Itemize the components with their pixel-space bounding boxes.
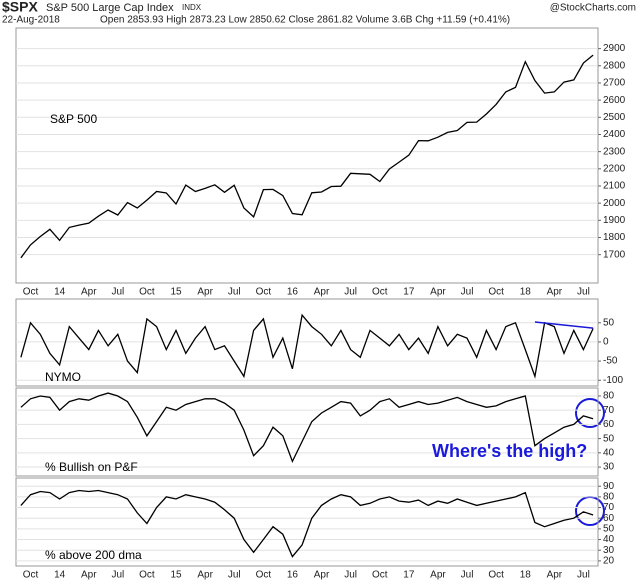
panel-label: S&P 500: [50, 112, 97, 126]
panel-label: % above 200 dma: [45, 548, 142, 562]
x-tick-label: Apr: [547, 287, 563, 298]
x-tick-label: Oct: [488, 287, 504, 298]
y-tick-label: 2500: [603, 112, 626, 123]
x-tick-label: Jul: [461, 570, 474, 581]
y-tick-label: 2800: [603, 60, 626, 71]
x-tick-label: Apr: [197, 287, 213, 298]
x-tick-label: 17: [403, 287, 415, 298]
y-tick-label: 2300: [603, 146, 626, 157]
x-tick-label: 14: [54, 570, 66, 581]
x-tick-label: Jul: [111, 287, 124, 298]
y-tick-label: 2200: [603, 163, 626, 174]
x-tick-label: Apr: [81, 287, 97, 298]
annotation: Where's the high?: [432, 441, 587, 461]
x-tick-label: Jul: [344, 570, 357, 581]
y-tick-label: 80: [603, 391, 615, 402]
highlight-circle: [575, 398, 605, 428]
y-tick-label: 90: [603, 481, 615, 492]
panel-frame: [15, 477, 599, 567]
x-tick-label: 15: [170, 287, 182, 298]
series-line: [20, 313, 594, 379]
x-tick-label: Oct: [372, 570, 388, 581]
x-tick-label: Oct: [372, 287, 388, 298]
date: 22-Aug-2018: [2, 15, 60, 26]
y-tick-label: 50: [603, 317, 615, 328]
y-tick-label: 40: [603, 447, 615, 458]
x-tick-label: Oct: [139, 570, 155, 581]
x-tick-label: 18: [520, 570, 532, 581]
x-tick-label: Apr: [430, 287, 446, 298]
x-tick-label: Oct: [256, 287, 272, 298]
x-tick-label: 16: [287, 287, 299, 298]
y-tick-label: 2000: [603, 198, 626, 209]
x-tick-label: Oct: [488, 570, 504, 581]
y-tick-label: 60: [603, 513, 615, 524]
x-tick-label: Apr: [314, 570, 330, 581]
series-line: [20, 392, 594, 464]
x-tick-label: Jul: [228, 570, 241, 581]
x-tick-label: Jul: [577, 570, 590, 581]
x-tick-label: 18: [520, 287, 532, 298]
index-name: S&P 500 Large Cap Index: [46, 2, 174, 14]
y-tick-label: -100: [603, 375, 623, 386]
x-tick-label: 14: [54, 287, 66, 298]
x-tick-label: 15: [170, 570, 182, 581]
y-tick-label: 50: [603, 524, 615, 535]
panel-label: NYMO: [45, 370, 81, 384]
y-tick-label: 40: [603, 534, 615, 545]
symbol: $SPX: [2, 0, 38, 15]
highlight-circle: [575, 496, 605, 526]
y-tick-label: 2900: [603, 43, 626, 54]
x-tick-label: Apr: [314, 287, 330, 298]
panel-frame: [15, 387, 599, 477]
x-tick-label: Jul: [461, 287, 474, 298]
y-tick-label: 2400: [603, 129, 626, 140]
y-tick-label: 2100: [603, 181, 626, 192]
panel-label: % Bullish on P&F: [45, 460, 138, 474]
y-tick-label: 0: [603, 337, 609, 348]
x-tick-label: Apr: [197, 570, 213, 581]
panel-frame: [15, 298, 599, 387]
x-tick-label: Jul: [344, 287, 357, 298]
series-line: [20, 54, 594, 259]
quote: Open 2853.93 High 2873.23 Low 2850.62 Cl…: [100, 15, 510, 26]
y-tick-label: -50: [603, 356, 618, 367]
y-tick-label: 20: [603, 556, 615, 567]
x-tick-label: 17: [403, 570, 415, 581]
x-tick-label: Jul: [228, 287, 241, 298]
x-tick-label: Oct: [23, 287, 39, 298]
x-tick-label: Jul: [111, 570, 124, 581]
series-line: [20, 489, 594, 558]
y-tick-label: 2700: [603, 78, 626, 89]
credit: @StockCharts.com: [550, 3, 636, 14]
y-tick-label: 70: [603, 405, 615, 416]
x-tick-label: Apr: [81, 570, 97, 581]
x-tick-label: Jul: [577, 287, 590, 298]
y-tick-label: 2600: [603, 95, 626, 106]
y-tick-label: 30: [603, 545, 615, 556]
x-tick-label: Oct: [256, 570, 272, 581]
y-tick-label: 1900: [603, 215, 626, 226]
y-tick-label: 30: [603, 462, 615, 473]
x-tick-label: Apr: [430, 570, 446, 581]
x-tick-label: Oct: [23, 570, 39, 581]
y-tick-label: 70: [603, 502, 615, 513]
panel-frame: [15, 27, 599, 284]
exchange: INDX: [182, 3, 202, 12]
x-tick-label: 16: [287, 570, 299, 581]
y-tick-label: 1800: [603, 232, 626, 243]
y-tick-label: 80: [603, 492, 615, 503]
x-tick-label: Apr: [547, 570, 563, 581]
y-tick-label: 60: [603, 419, 615, 430]
y-tick-label: 1700: [603, 249, 626, 260]
x-tick-label: Oct: [139, 287, 155, 298]
y-tick-label: 50: [603, 433, 615, 444]
trendline: [534, 321, 594, 329]
